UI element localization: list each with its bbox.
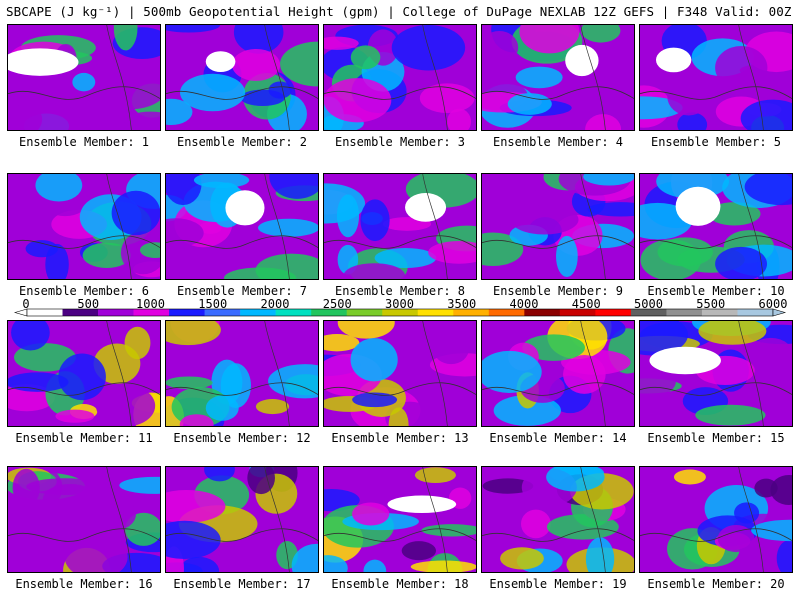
member-caption: Ensemble Member: 5 [650,135,782,149]
ensemble-member-map [639,24,793,131]
ensemble-member-map [7,173,161,280]
member-caption: Ensemble Member: 13 [331,431,469,445]
member-caption: Ensemble Member: 18 [331,577,469,591]
colorbar-swatch [382,309,419,316]
colorbar-swatch [311,309,348,316]
ensemble-member-map [165,173,319,280]
colorbar-tick-label: 6000 [758,297,788,311]
ensemble-member-map [165,320,319,427]
member-caption: Ensemble Member: 14 [489,431,627,445]
colorbar-swatch [346,309,383,316]
member-caption: Ensemble Member: 1 [18,135,150,149]
colorbar-tick-label: 5500 [696,297,726,311]
ensemble-member-map [7,24,161,131]
member-caption: Ensemble Member: 7 [176,284,308,298]
member-caption: Ensemble Member: 11 [15,431,153,445]
colorbar-right-arrow [772,308,787,317]
member-caption: Ensemble Member: 16 [15,577,153,591]
colorbar-swatch [559,309,596,316]
member-caption: Ensemble Member: 6 [18,284,150,298]
ensemble-member-map [481,173,635,280]
member-caption: Ensemble Member: 20 [647,577,785,591]
colorbar-tick-label: 4000 [509,297,539,311]
colorbar-swatch [488,309,525,316]
colorbar-tick-label: 3000 [385,297,414,311]
ensemble-member-map [165,466,319,573]
colorbar-swatch [417,309,454,316]
colorbar-swatch [240,309,276,316]
ensemble-member-map [481,24,635,131]
ensemble-member-map [481,320,635,427]
member-caption: Ensemble Member: 17 [173,577,311,591]
member-caption: Ensemble Member: 12 [173,431,311,445]
member-caption: Ensemble Member: 19 [489,577,627,591]
colorbar-swatch [204,309,241,316]
colorbar-swatch [98,309,134,316]
ensemble-member-map [323,466,477,573]
colorbar-swatch [630,309,667,316]
colorbar-tick-label: 0 [22,297,30,311]
ensemble-member-map [323,24,477,131]
member-caption: Ensemble Member: 8 [334,284,466,298]
colorbar [13,308,787,317]
ensemble-member-map [165,24,319,131]
colorbar-swatch [133,309,170,316]
member-caption: Ensemble Member: 2 [176,135,308,149]
member-caption: Ensemble Member: 3 [334,135,466,149]
colorbar-swatch [701,309,738,316]
member-caption: Ensemble Member: 4 [492,135,624,149]
ensemble-member-map [639,320,793,427]
colorbar-swatch [453,309,490,316]
ensemble-member-map [639,173,793,280]
colorbar-tick-label: 2500 [322,297,352,311]
colorbar-tick-label: 5000 [634,297,663,311]
colorbar-tick-label: 2000 [260,297,290,311]
colorbar-swatch [275,309,312,316]
map-title: SBCAPE (J kg⁻¹) | 500mb Geopotential Hei… [6,4,796,19]
ensemble-member-map [323,173,477,280]
colorbar-tick-label: 3500 [447,297,477,311]
colorbar-tick-label: 1000 [136,297,165,311]
colorbar-swatch [524,309,561,316]
ensemble-member-map [7,466,161,573]
ensemble-member-map [481,466,635,573]
colorbar-swatch [62,309,99,316]
colorbar-swatch [595,309,632,316]
colorbar-tick-label: 4500 [571,297,601,311]
colorbar-tick-label: 1500 [198,297,228,311]
colorbar-swatch [666,309,703,316]
colorbar-swatch [169,309,205,316]
colorbar-swatch [27,309,63,316]
colorbar-tick-label: 500 [77,297,100,311]
member-caption: Ensemble Member: 15 [647,431,785,445]
ensemble-member-map [639,466,793,573]
colorbar-swatch [737,309,774,316]
ensemble-member-map [7,320,161,427]
member-caption: Ensemble Member: 9 [492,284,624,298]
member-caption: Ensemble Member: 10 [647,284,785,298]
ensemble-member-map [323,320,477,427]
